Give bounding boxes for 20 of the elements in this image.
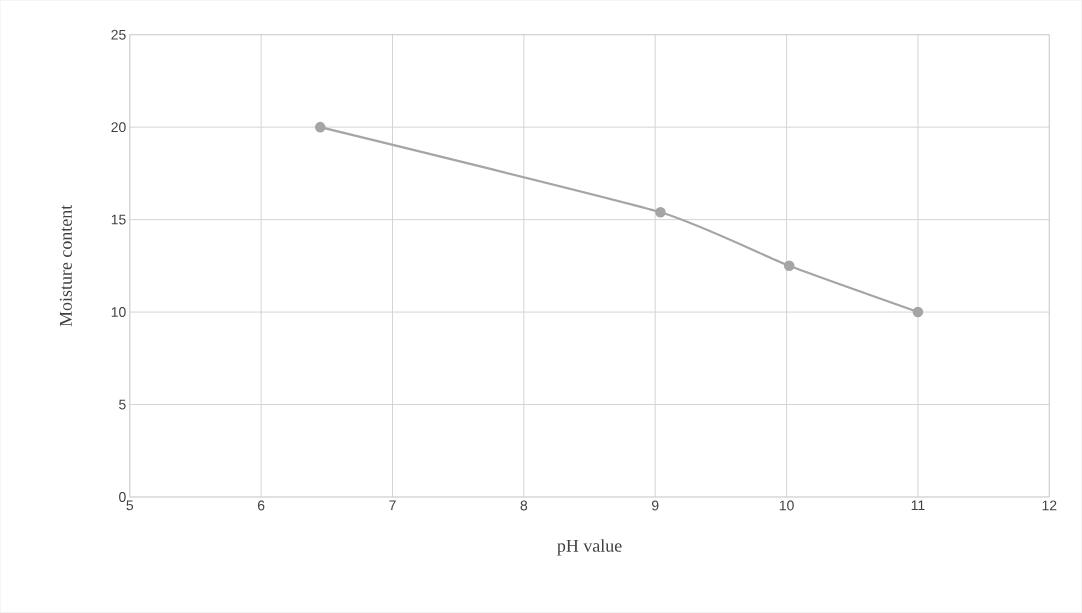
x-tick-label: 5 xyxy=(126,500,134,511)
point xyxy=(655,207,666,218)
y-tick-label: 15 xyxy=(111,214,126,225)
point xyxy=(783,260,795,272)
point xyxy=(912,306,924,318)
x-tick-label: 10 xyxy=(779,500,794,511)
y-tick-label: 20 xyxy=(111,122,126,133)
x-tick-label: 9 xyxy=(651,500,659,511)
y-tick-label: 25 xyxy=(111,29,126,40)
y-tick-label: 0 xyxy=(119,492,126,503)
x-tick-label: 7 xyxy=(389,500,396,511)
y-tick-label: 5 xyxy=(119,399,126,410)
x-tick-label: 6 xyxy=(257,500,265,511)
x-tick-label: 11 xyxy=(911,500,925,511)
y-axis-title: Moisture content xyxy=(59,205,72,327)
x-tick-label: 8 xyxy=(520,500,528,511)
x-tick-label: 12 xyxy=(1042,500,1057,511)
x-axis-title: pH value xyxy=(557,539,622,556)
point xyxy=(314,122,326,133)
y-tick-label: 10 xyxy=(111,307,126,318)
